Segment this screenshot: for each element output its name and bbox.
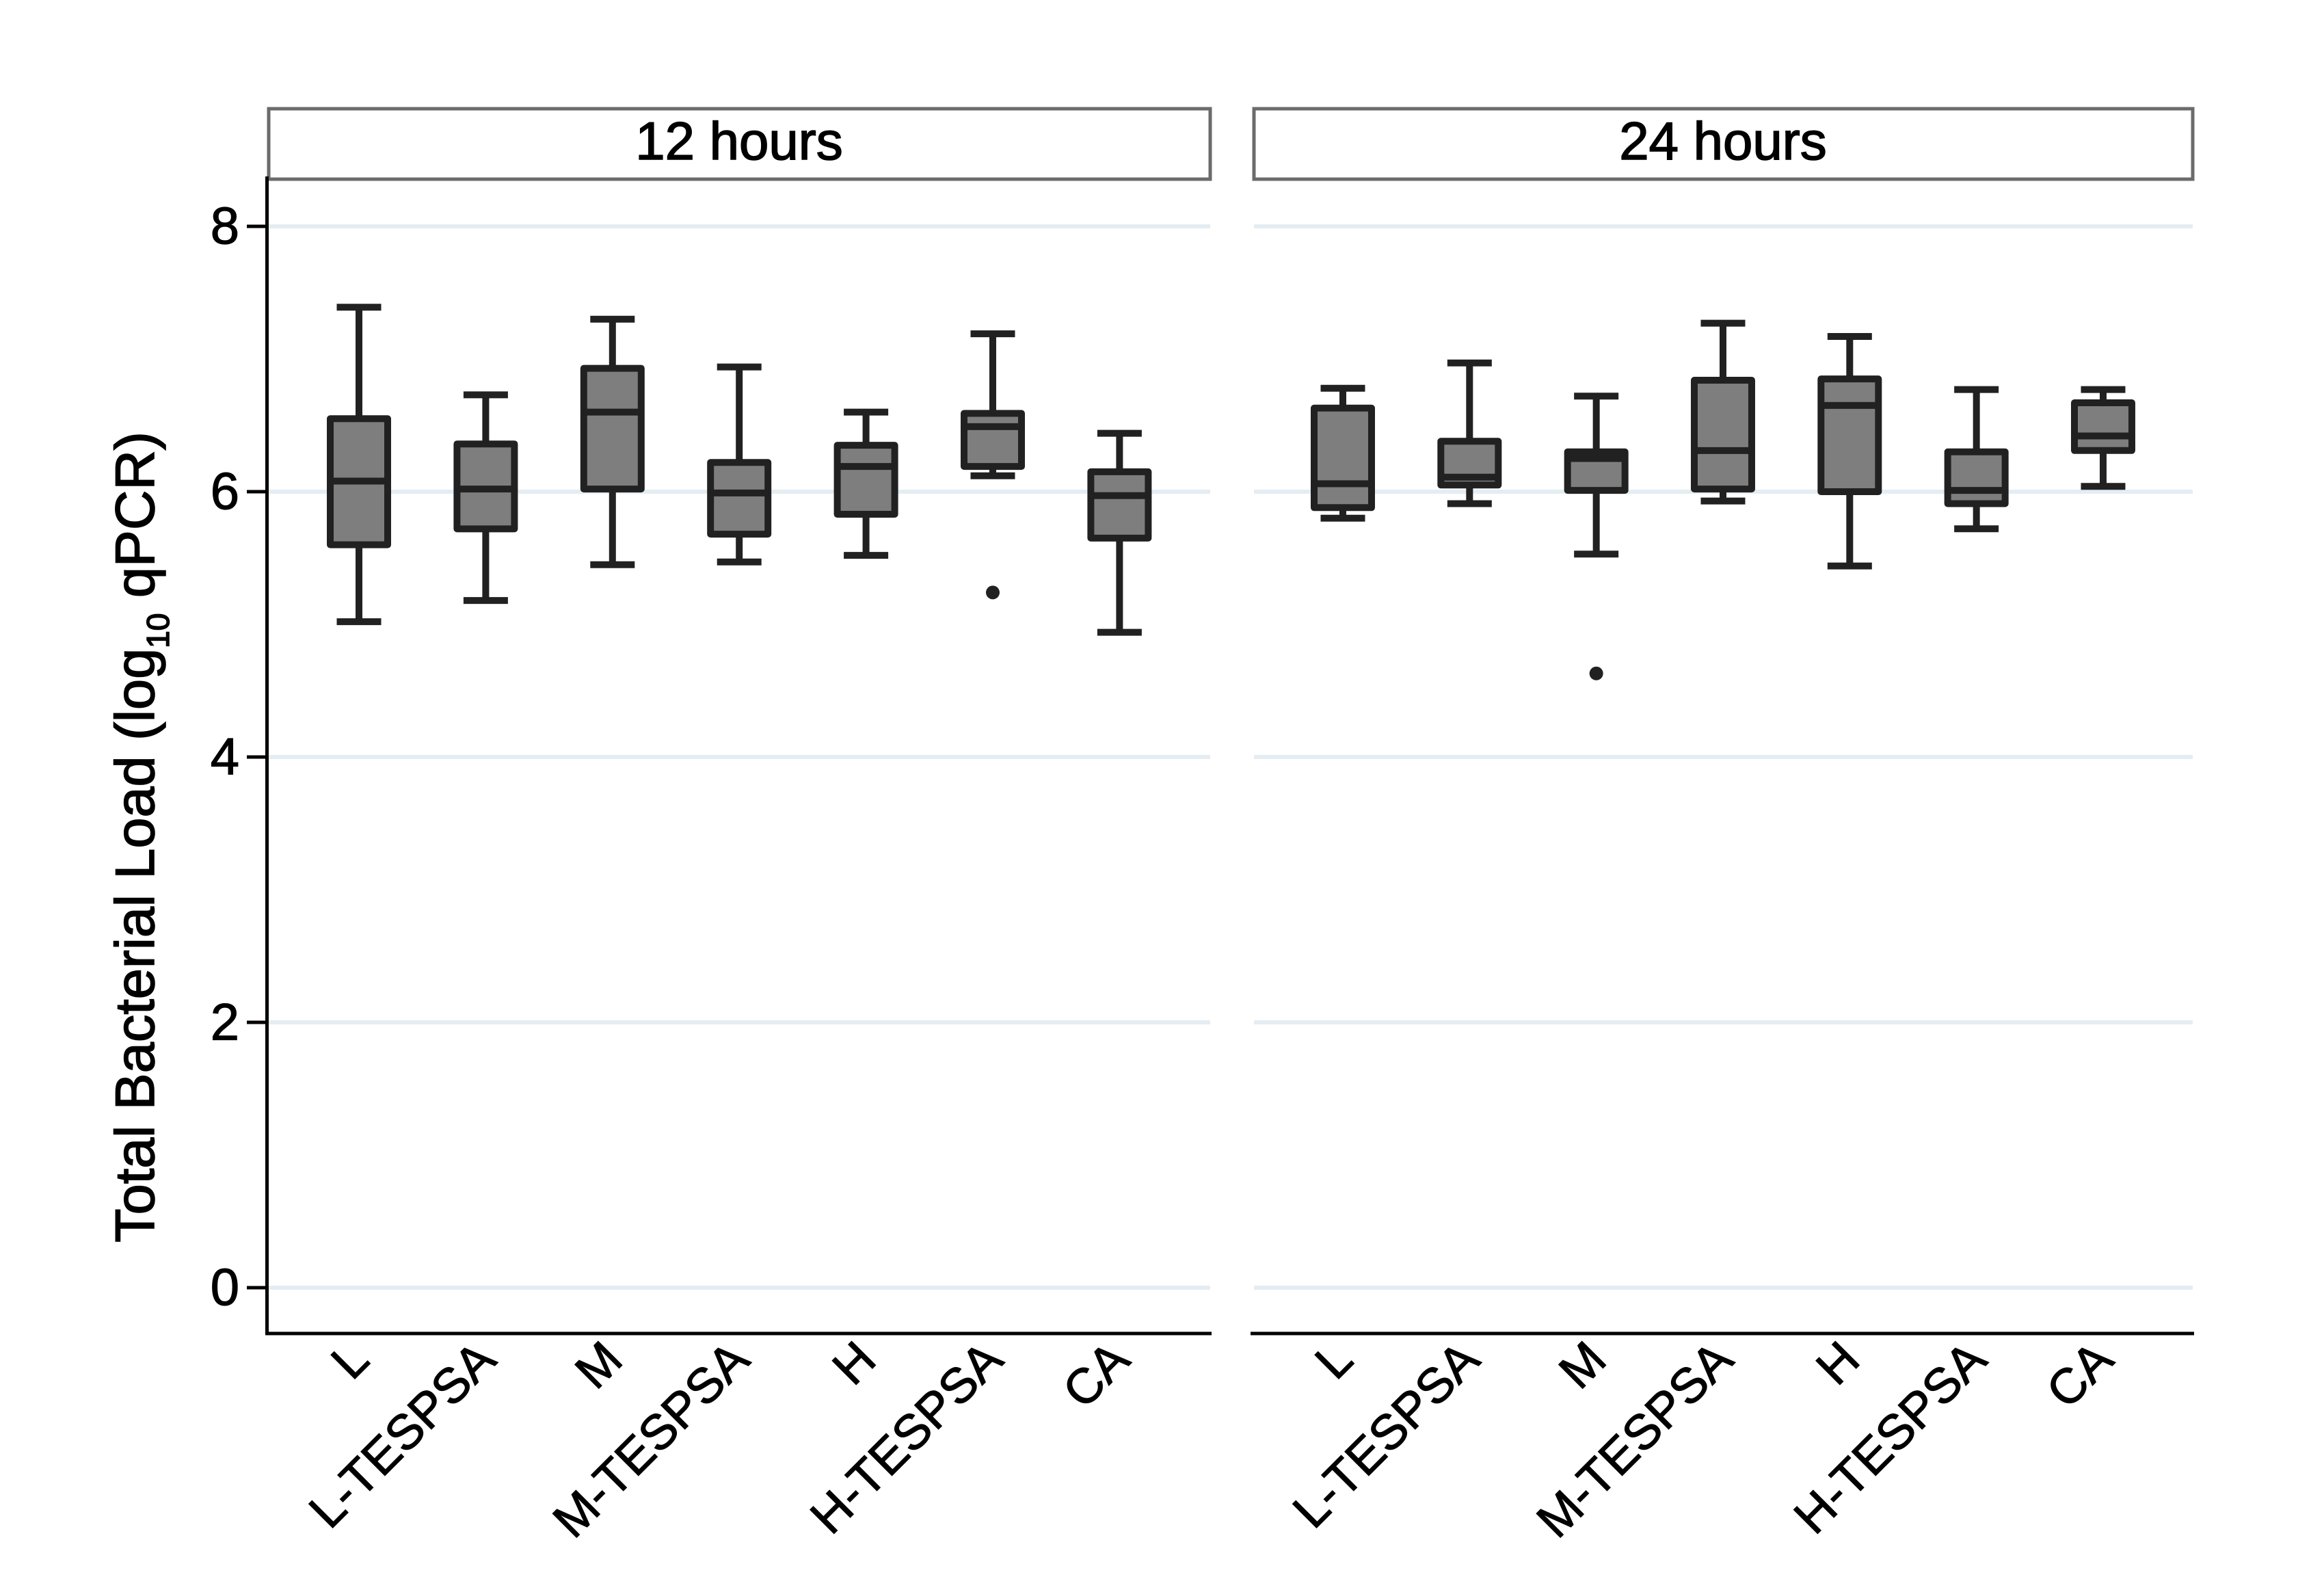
svg-text:4: 4 — [211, 728, 239, 786]
svg-text:0: 0 — [211, 1259, 239, 1317]
svg-text:8: 8 — [211, 198, 239, 256]
svg-text:24 hours: 24 hours — [1619, 111, 1827, 171]
svg-text:2: 2 — [211, 994, 239, 1052]
svg-text:Total Bacterial Load (log10 qP: Total Bacterial Load (log10 qPCR) — [105, 432, 176, 1243]
svg-text:12 hours: 12 hours — [635, 111, 843, 171]
svg-text:6: 6 — [211, 463, 239, 521]
